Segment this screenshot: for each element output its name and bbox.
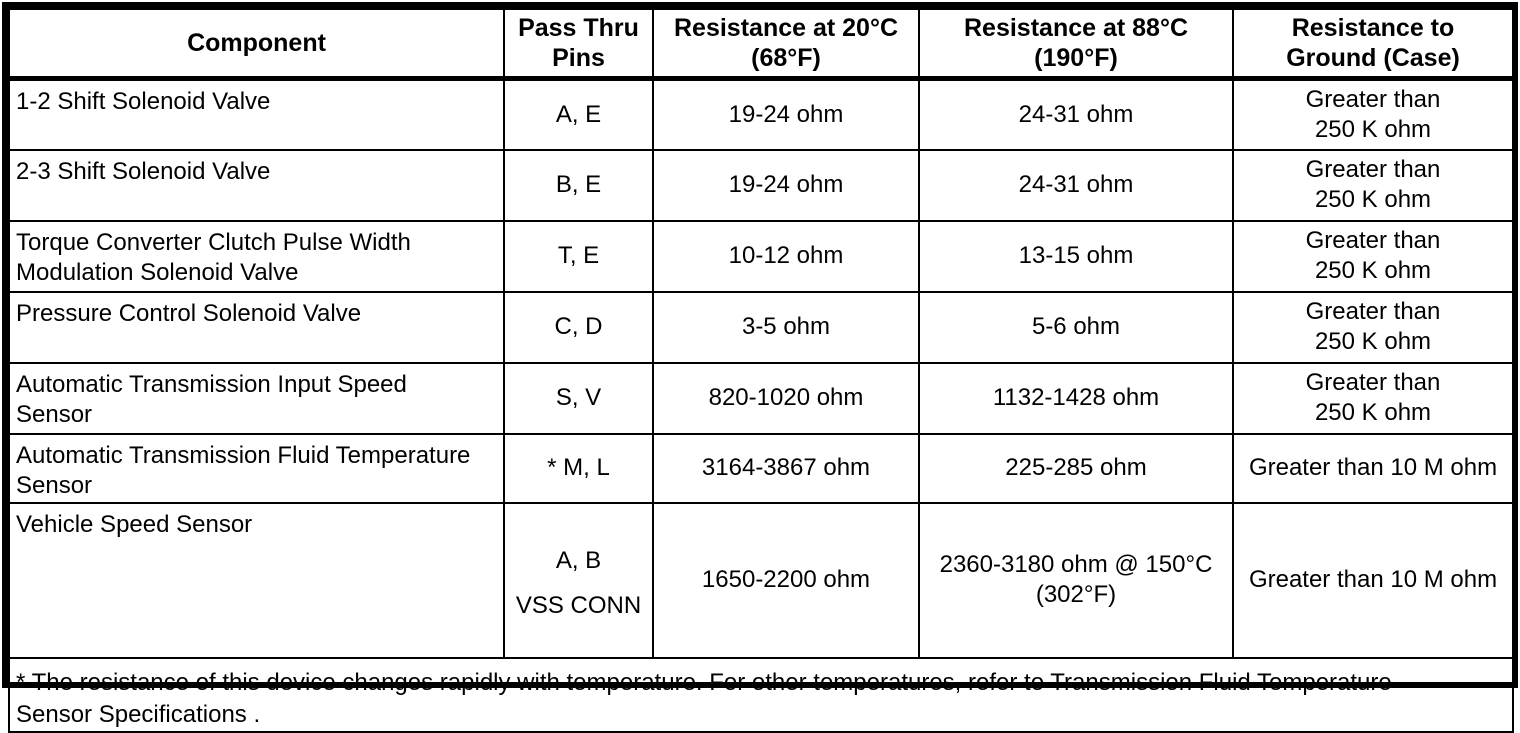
table-row: 1-2 Shift Solenoid Valve A, E 19-24 ohm … [8,77,1514,151]
table-row: 2-3 Shift Solenoid Valve B, E 19-24 ohm … [8,148,1514,222]
pins-secondary: VSS CONN [515,591,642,619]
table-row: Automatic Transmission Fluid Temperature… [8,432,1514,504]
cell-pass-thru-pins: C, D [503,290,654,364]
cell-resistance-88c: 1132-1428 ohm [918,361,1234,435]
table-row: Vehicle Speed Sensor A, B VSS CONN 1650-… [8,501,1514,659]
col-header-component: Component [8,8,505,81]
footnote: * The resistance of this device changes … [8,656,1514,733]
cell-resistance-20c: 820-1020 ohm [652,361,920,435]
cell-pass-thru-pins: T, E [503,219,654,293]
cell-component: Automatic Transmission Fluid Temperature… [8,432,505,504]
cell-resistance-20c: 3-5 ohm [652,290,920,364]
cell-resistance-20c: 3164-3867 ohm [652,432,920,504]
component-resistance-table: Component Pass Thru Pins Resistance at 2… [8,8,1514,733]
cell-resistance-20c: 1650-2200 ohm [652,501,920,659]
cell-resistance-88c: 2360-3180 ohm @ 150°C (302°F) [918,501,1234,659]
cell-resistance-20c: 19-24 ohm [652,77,920,151]
cell-pass-thru-pins: * M, L [503,432,654,504]
cell-resistance-ground: Greater than 250 K ohm [1232,361,1514,435]
cell-component: 1-2 Shift Solenoid Valve [8,77,505,151]
cell-resistance-88c: 24-31 ohm [918,77,1234,151]
cell-resistance-20c: 10-12 ohm [652,219,920,293]
table-row: Automatic Transmission Input Speed Senso… [8,361,1514,435]
cell-resistance-ground: Greater than 250 K ohm [1232,290,1514,364]
col-header-resistance-ground: Resistance to Ground (Case) [1232,8,1514,81]
cell-resistance-88c: 13-15 ohm [918,219,1234,293]
pins-primary: A, B [555,546,602,574]
cell-resistance-88c: 5-6 ohm [918,290,1234,364]
table-row: Pressure Control Solenoid Valve C, D 3-5… [8,290,1514,364]
cell-resistance-20c: 19-24 ohm [652,148,920,222]
header-row: Component Pass Thru Pins Resistance at 2… [8,8,1514,81]
table-row: Torque Converter Clutch Pulse Width Modu… [8,219,1514,293]
cell-resistance-ground: Greater than 10 M ohm [1232,432,1514,504]
pins-stack: A, B VSS CONN [506,534,651,627]
cell-component: Automatic Transmission Input Speed Senso… [8,361,505,435]
cell-component: Pressure Control Solenoid Valve [8,290,505,364]
cell-component: Vehicle Speed Sensor [8,501,505,659]
cell-pass-thru-pins: A, E [503,77,654,151]
cell-resistance-ground: Greater than 10 M ohm [1232,501,1514,659]
cell-resistance-88c: 24-31 ohm [918,148,1234,222]
col-header-pass-thru-pins: Pass Thru Pins [503,8,654,81]
cell-resistance-ground: Greater than 250 K ohm [1232,77,1514,151]
cell-pass-thru-pins: A, B VSS CONN [503,501,654,659]
cell-component: 2-3 Shift Solenoid Valve [8,148,505,222]
cell-resistance-ground: Greater than 250 K ohm [1232,148,1514,222]
footnote-row: * The resistance of this device changes … [8,656,1514,733]
col-header-resistance-20c: Resistance at 20°C (68°F) [652,8,920,81]
col-header-resistance-88c: Resistance at 88°C (190°F) [918,8,1234,81]
cell-resistance-88c: 225-285 ohm [918,432,1234,504]
cell-resistance-ground: Greater than 250 K ohm [1232,219,1514,293]
cell-pass-thru-pins: S, V [503,361,654,435]
cell-pass-thru-pins: B, E [503,148,654,222]
cell-component: Torque Converter Clutch Pulse Width Modu… [8,219,505,293]
